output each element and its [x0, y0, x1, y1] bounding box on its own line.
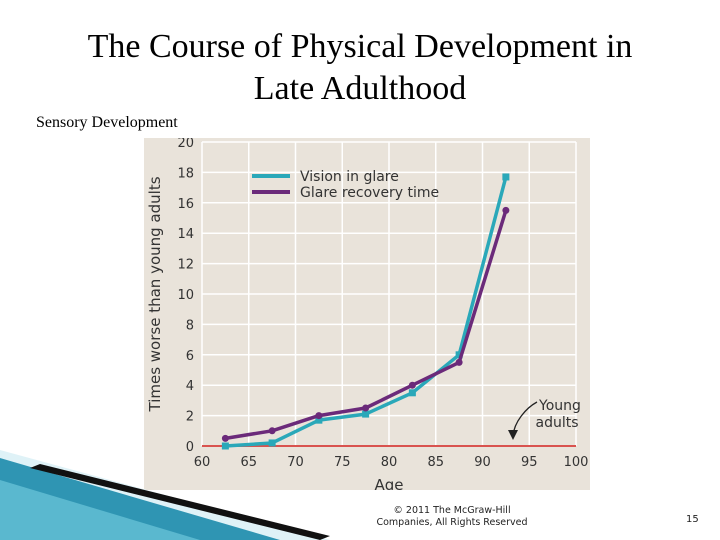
copyright-notice: © 2011 The McGraw-Hill Companies, All Ri…	[352, 505, 552, 529]
slide-title-line-2: Late Adulthood	[253, 70, 467, 107]
y-tick-label: 6	[186, 349, 194, 364]
data-point-vision	[268, 439, 276, 447]
y-tick-label: 4	[186, 379, 194, 394]
y-tick-label: 20	[177, 138, 194, 151]
line-chart: 0 2 4 6 8 10 12 14 16 18 20 60 65 70 75 80 85 90 95 100 Age T…	[144, 138, 590, 490]
data-point-recovery	[408, 381, 416, 389]
data-point-recovery	[268, 427, 276, 435]
slide-subtitle: Sensory Development	[36, 114, 178, 131]
copyright-line-2: Companies, All Rights Reserved	[376, 517, 528, 528]
annotation-young-adults-line-1: Young	[538, 398, 581, 414]
y-axis-label: Times worse than young adults	[146, 176, 164, 412]
data-point-recovery	[455, 358, 463, 366]
x-axis-label: Age	[374, 476, 403, 490]
x-tick-label: 60	[194, 455, 211, 470]
x-tick-label: 70	[287, 455, 304, 470]
x-tick-label: 75	[334, 455, 351, 470]
page-number: 15	[686, 514, 699, 525]
data-point-recovery	[221, 434, 229, 442]
data-point-recovery	[362, 404, 370, 412]
data-point-vision	[408, 389, 416, 397]
slide-title-line-1: The Course of Physical Development in	[87, 28, 633, 65]
decorative-swoosh	[0, 450, 330, 540]
data-point-vision	[221, 442, 229, 450]
x-tick-label: 95	[521, 455, 538, 470]
x-tick-label: 90	[474, 455, 491, 470]
x-tick-label: 80	[381, 455, 398, 470]
y-tick-label: 16	[177, 197, 194, 212]
y-tick-label: 8	[186, 318, 194, 333]
annotation-arrowhead	[508, 430, 518, 440]
x-tick-label: 100	[564, 455, 589, 470]
legend-label-1: Vision in glare	[300, 169, 399, 185]
data-point-vision	[502, 173, 510, 181]
legend-label-2: Glare recovery time	[300, 185, 439, 201]
data-point-recovery	[315, 412, 323, 420]
y-tick-label: 10	[177, 288, 194, 303]
y-tick-label: 0	[186, 440, 194, 455]
data-point-vision	[455, 351, 463, 359]
data-point-vision	[362, 410, 370, 418]
copyright-line-1: © 2011 The McGraw-Hill	[393, 505, 511, 516]
data-point-vision	[315, 416, 323, 424]
annotation-young-adults-line-2: adults	[535, 415, 578, 431]
x-tick-label: 85	[427, 455, 444, 470]
y-tick-label: 2	[186, 410, 194, 425]
data-point-recovery	[502, 206, 510, 214]
x-tick-label: 65	[240, 455, 257, 470]
y-tick-label: 12	[177, 258, 194, 273]
y-tick-label: 18	[177, 166, 194, 181]
y-tick-label: 14	[177, 227, 194, 242]
slide-title: The Course of Physical Development in La…	[40, 26, 680, 110]
